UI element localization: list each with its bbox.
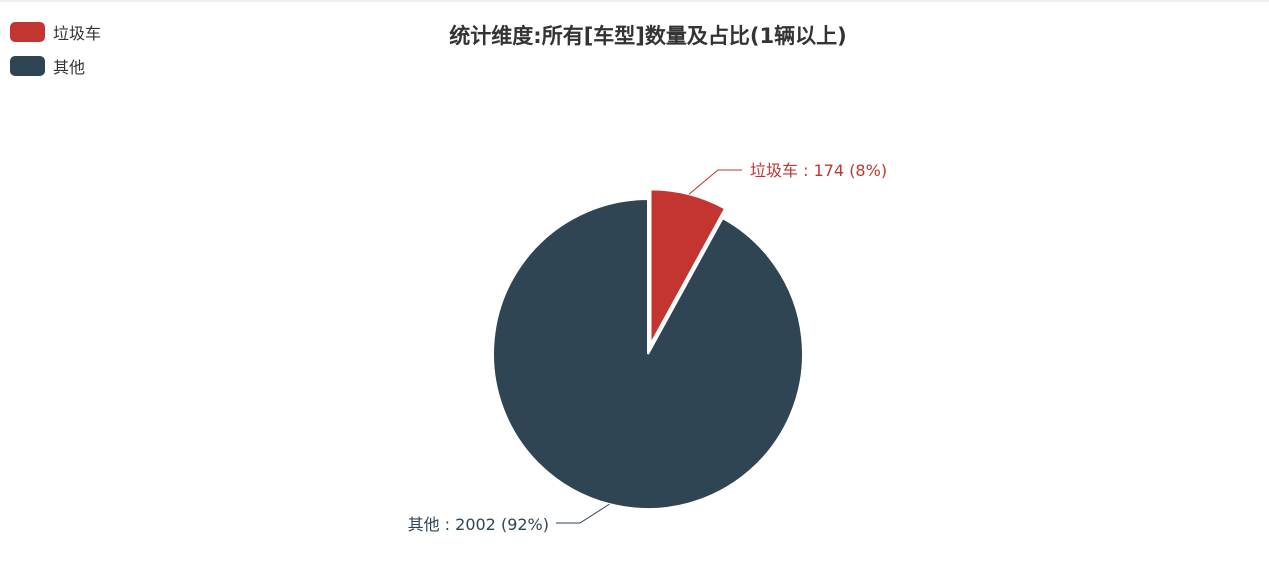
top-border (0, 0, 1269, 2)
chart-title: 统计维度:所有[车型]数量及占比(1辆以上) (449, 24, 847, 48)
pie-slice-garbage-truck[interactable] (649, 188, 727, 345)
legend: 垃圾车 其他 (10, 20, 101, 88)
data-label-garbage-truck: 垃圾车 : 174 (8%) (750, 161, 887, 180)
legend-swatch (10, 56, 45, 76)
legend-label: 垃圾车 (53, 24, 102, 43)
label-line-other (556, 503, 610, 524)
legend-swatch (10, 22, 45, 42)
legend-item-other[interactable]: 其他 (10, 54, 101, 78)
legend-item-garbage-truck[interactable]: 垃圾车 (10, 20, 101, 44)
label-line-garbage-truck (688, 169, 742, 195)
data-label-other: 其他 : 2002 (92%) (408, 515, 549, 534)
legend-label: 其他 (53, 58, 86, 77)
pie-slice-other[interactable] (492, 197, 804, 510)
